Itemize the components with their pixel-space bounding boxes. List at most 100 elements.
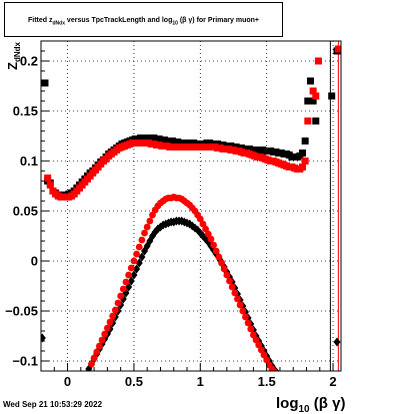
data-point-circle — [223, 271, 231, 279]
title-sub-2: 10 — [172, 20, 178, 27]
data-point-circle — [244, 319, 252, 327]
data-point-circle — [196, 215, 204, 223]
x-tick-label: 2 — [329, 374, 336, 389]
data-point-diamond — [135, 258, 143, 268]
data-point-circle — [141, 229, 148, 237]
data-point-square — [314, 57, 322, 65]
data-point-circle — [111, 306, 119, 314]
data-point-circle — [117, 292, 125, 300]
series-2-black-diamond — [41, 216, 341, 371]
x-tick-label: 0 — [64, 374, 71, 389]
data-point-diamond — [333, 337, 341, 347]
data-point-circle — [106, 318, 114, 326]
plot-frame — [40, 40, 342, 372]
data-point-circle — [88, 360, 95, 368]
y-tick-label: 0.15 — [13, 104, 38, 119]
data-point-circle — [122, 278, 130, 286]
data-point-circle — [146, 217, 154, 225]
data-layer — [41, 41, 341, 371]
data-point-circle — [215, 253, 223, 261]
data-point-diamond — [138, 252, 146, 262]
data-point-circle — [212, 247, 220, 255]
data-point-circle — [236, 301, 244, 309]
y-tick-label: −0.05 — [5, 304, 38, 319]
data-point-circle — [138, 236, 146, 244]
data-point-square — [312, 117, 320, 125]
data-point-circle — [93, 348, 101, 356]
data-point-circle — [96, 342, 103, 350]
x-axis-label-sub: 10 — [299, 404, 311, 414]
x-axis-label-main: log — [276, 395, 299, 412]
chart-title: Fitted zdNdx versus TpcTrackLength and l… — [5, 17, 282, 26]
y-tick-label: 0.05 — [13, 204, 38, 219]
data-point-square — [301, 137, 309, 145]
data-point-diamond — [85, 364, 93, 371]
data-point-circle — [101, 330, 109, 338]
series-1-red-square — [44, 45, 341, 201]
data-point-circle — [135, 243, 143, 251]
data-point-circle — [103, 324, 111, 332]
data-point-circle — [249, 331, 257, 339]
data-point-square — [301, 157, 309, 165]
y-axis-label-main: Z — [5, 62, 20, 70]
data-point-square — [41, 79, 49, 87]
data-point-circle — [199, 220, 207, 228]
y-tick-label: 0.1 — [20, 154, 38, 169]
y-axis-label-sub: dNdx — [13, 41, 22, 62]
data-point-diamond — [133, 264, 141, 274]
data-point-square — [309, 87, 317, 95]
y-tick-label: 0.2 — [20, 54, 38, 69]
data-point-circle — [271, 368, 278, 371]
y-tick-label: 0 — [31, 254, 38, 269]
data-point-circle — [125, 271, 133, 279]
data-point-square — [304, 97, 312, 105]
data-point-circle — [218, 259, 225, 267]
title-part-2: versus TpcTrackLength and log — [64, 17, 173, 24]
data-point-square — [306, 77, 314, 85]
data-point-diamond — [41, 333, 46, 343]
data-point-square — [304, 117, 312, 125]
data-point-circle — [252, 336, 260, 344]
data-point-diamond — [125, 282, 133, 292]
x-tick-label: 1 — [197, 374, 204, 389]
data-point-circle — [90, 354, 98, 362]
data-point-circle — [98, 336, 106, 344]
data-point-square — [299, 149, 307, 157]
series-3-red-circle — [88, 193, 279, 371]
data-point-circle — [226, 277, 233, 285]
timestamp-label: Wed Sep 21 10:53:29 2022 — [3, 400, 103, 409]
data-point-square — [46, 181, 54, 189]
data-point-circle — [210, 241, 217, 249]
data-point-circle — [119, 285, 127, 293]
x-axis-label-tail: (β γ) — [310, 395, 346, 412]
data-point-circle — [220, 265, 228, 273]
data-point-circle — [207, 235, 215, 243]
data-point-diamond — [127, 276, 135, 286]
y-axis-label: ZdNdx — [5, 41, 22, 70]
title-sub-1: dNdx — [52, 20, 65, 27]
x-tick-label: 0.5 — [125, 374, 143, 389]
data-point-square — [44, 174, 52, 182]
data-point-square — [312, 92, 320, 100]
data-point-circle — [242, 313, 249, 321]
data-point-diamond — [130, 270, 138, 280]
data-point-circle — [114, 299, 122, 307]
data-point-circle — [260, 351, 268, 359]
data-point-circle — [109, 312, 117, 320]
data-point-square — [334, 45, 341, 53]
data-point-circle — [127, 264, 135, 272]
data-point-circle — [263, 356, 271, 364]
data-point-circle — [202, 225, 210, 233]
data-point-circle — [204, 230, 212, 238]
data-point-circle — [133, 250, 140, 258]
data-point-circle — [247, 325, 255, 333]
data-point-square — [299, 163, 307, 171]
chart-title-box: Fitted zdNdx versus TpcTrackLength and l… — [4, 2, 283, 37]
data-point-circle — [228, 283, 236, 291]
title-part-3: (β γ) for Primary muon+ — [177, 17, 260, 24]
data-point-circle — [149, 211, 156, 219]
x-axis-label: log10 (β γ) — [276, 395, 345, 414]
data-point-circle — [231, 289, 239, 297]
y-tick-label: −0.1 — [12, 354, 38, 369]
